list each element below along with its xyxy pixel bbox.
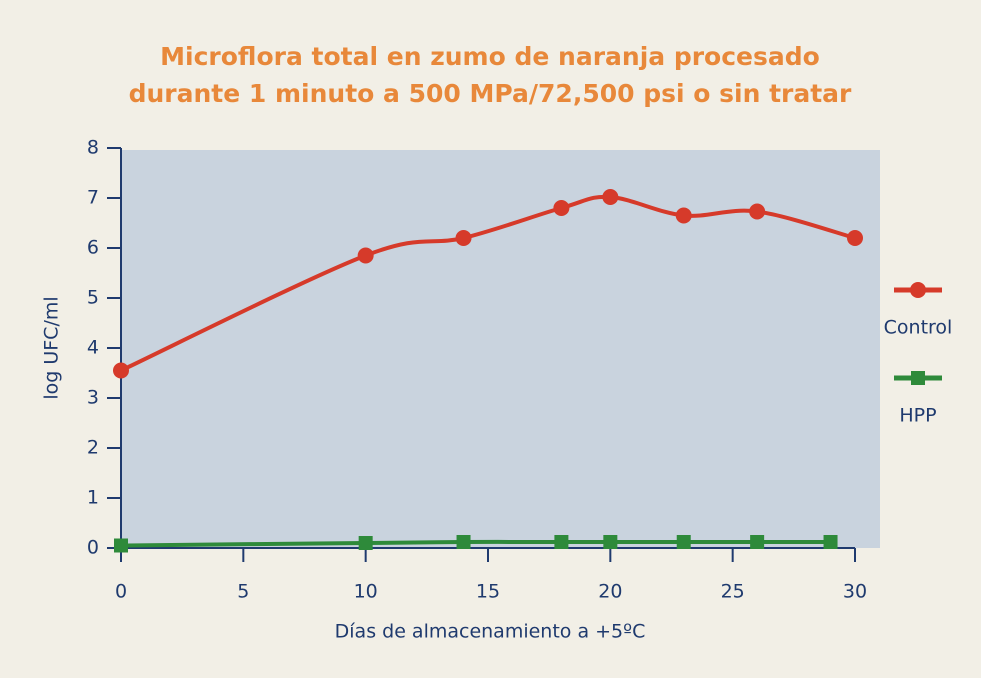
y-tick-label: 3 xyxy=(87,387,99,409)
x-tick-label: 25 xyxy=(721,581,745,603)
legend-marker xyxy=(910,282,926,298)
point xyxy=(455,230,472,246)
point xyxy=(114,538,128,553)
legend-label: Control xyxy=(884,317,953,339)
legend-label: HPP xyxy=(899,405,936,427)
y-tick-label: 2 xyxy=(87,437,99,459)
x-tick-label: 30 xyxy=(843,581,867,603)
point xyxy=(675,207,692,224)
point xyxy=(113,362,129,379)
x-tick-label: 5 xyxy=(237,581,249,603)
y-tick-label: 4 xyxy=(87,337,99,359)
y-tick-label: 0 xyxy=(87,537,99,559)
y-tick-label: 1 xyxy=(87,487,99,509)
chart-title: durante 1 minuto a 500 MPa/72,500 psi o … xyxy=(129,79,852,108)
point xyxy=(553,200,570,216)
plot-area xyxy=(121,150,880,548)
point xyxy=(750,535,765,549)
point xyxy=(676,535,691,549)
chart-title: Microflora total en zumo de naranja proc… xyxy=(160,42,820,71)
point xyxy=(358,536,373,550)
point xyxy=(357,247,374,264)
x-axis-label: Días de almacenamiento a +5ºC xyxy=(335,621,646,643)
y-tick-label: 7 xyxy=(87,187,99,209)
x-tick-label: 20 xyxy=(598,581,622,603)
point xyxy=(749,203,766,220)
point xyxy=(823,535,838,549)
point xyxy=(602,189,619,205)
x-tick-label: 15 xyxy=(476,581,500,603)
point xyxy=(847,230,863,246)
point xyxy=(554,535,569,549)
legend-marker xyxy=(911,371,925,385)
point xyxy=(456,535,471,549)
x-tick-label: 0 xyxy=(115,581,127,603)
y-axis-label: log UFC/ml xyxy=(41,296,63,399)
y-tick-label: 6 xyxy=(87,237,99,259)
y-tick-label: 5 xyxy=(87,287,99,309)
y-tick-label: 8 xyxy=(87,137,99,159)
x-tick-label: 10 xyxy=(354,581,378,603)
point xyxy=(603,535,618,549)
